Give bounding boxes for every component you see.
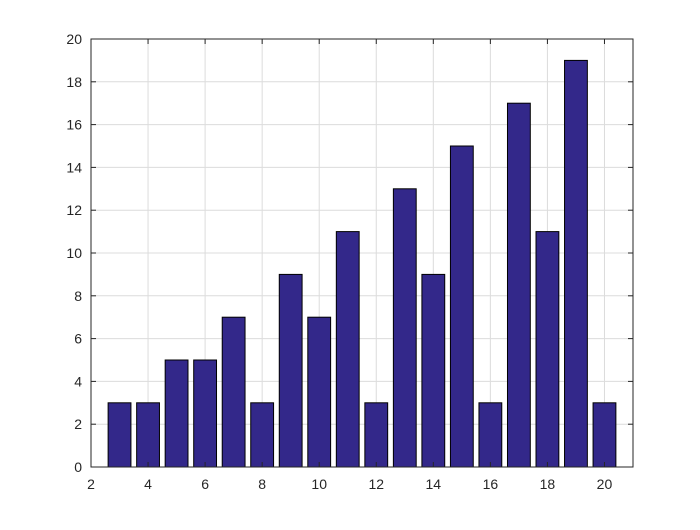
y-tick-label: 6: [74, 331, 82, 347]
x-tick-label: 20: [597, 476, 613, 492]
bar-x10: [307, 316, 332, 468]
bar-x11: [335, 231, 360, 468]
bar-x16: [478, 402, 503, 468]
bar-x8: [250, 402, 275, 468]
y-tick-label: 0: [74, 459, 82, 475]
bar-x15: [449, 145, 474, 468]
bar-series: [107, 59, 617, 468]
bar-x20: [592, 402, 617, 468]
bar-x5: [164, 359, 189, 468]
x-tick-label: 18: [540, 476, 556, 492]
y-tick-label: 8: [74, 288, 82, 304]
y-tick-label: 16: [66, 117, 82, 133]
y-tick-label: 20: [66, 31, 82, 47]
bar-x9: [278, 273, 303, 468]
y-tick-label: 10: [66, 245, 82, 261]
bar-x19: [564, 59, 588, 468]
bar-x18: [535, 231, 560, 468]
y-axis-ticks: 0 2 4 6 8 10 12 14 16 18 20: [66, 31, 633, 475]
y-tick-label: 4: [74, 373, 82, 389]
y-tick-label: 12: [66, 202, 82, 218]
x-tick-label: 14: [426, 476, 442, 492]
x-axis-ticks: 2 4 6 8 10 12 14 16 18 20: [87, 39, 612, 492]
y-tick-label: 14: [66, 159, 82, 175]
x-tick-label: 8: [258, 476, 266, 492]
x-tick-label: 12: [368, 476, 384, 492]
y-tick-label: 2: [74, 416, 82, 432]
bar-x4: [136, 402, 160, 468]
bar-x7: [221, 316, 246, 468]
bar-x17: [506, 102, 531, 468]
bar-x12: [364, 402, 389, 468]
bar-x14: [421, 273, 446, 468]
x-tick-label: 4: [144, 476, 152, 492]
x-tick-label: 2: [87, 476, 95, 492]
x-tick-label: 10: [311, 476, 327, 492]
bar-x13: [392, 188, 417, 468]
bar-x6: [193, 359, 218, 468]
bar-x3: [107, 402, 132, 468]
y-tick-label: 18: [66, 74, 82, 90]
x-tick-label: 16: [483, 476, 499, 492]
x-tick-label: 6: [201, 476, 209, 492]
